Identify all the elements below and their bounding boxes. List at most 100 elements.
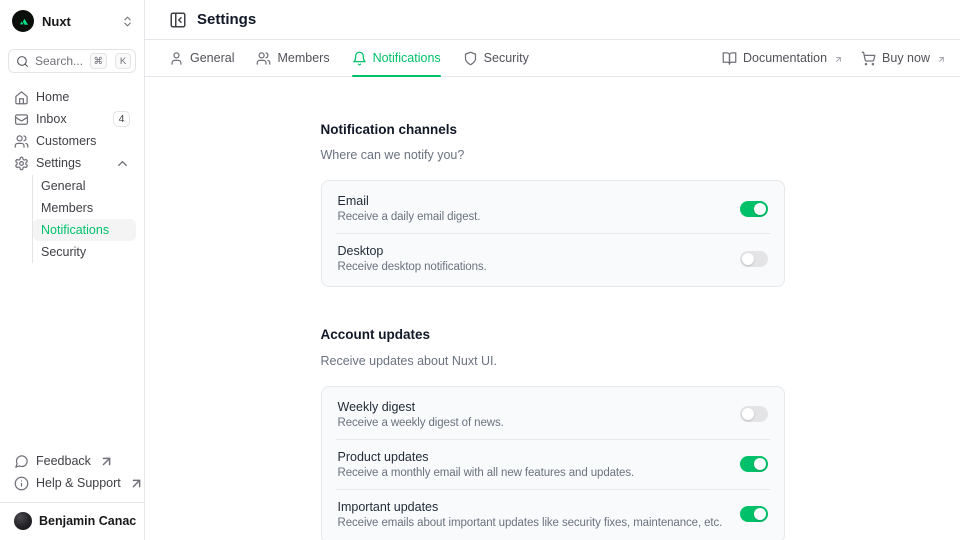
setting-description: Receive a weekly digest of news. xyxy=(337,416,504,429)
sidebar-item-label: Members xyxy=(41,201,94,215)
row-divider xyxy=(335,233,770,235)
setting-text: Email Receive a daily email digest. xyxy=(338,194,728,223)
section-title: Account updates xyxy=(320,327,431,343)
link-label: Documentation xyxy=(742,51,828,65)
section-title: Notification channels xyxy=(320,122,458,138)
sidebar-item-label: Help & Support xyxy=(36,476,121,490)
desktop-toggle[interactable] xyxy=(739,250,768,267)
tab-members[interactable]: Members xyxy=(256,40,330,76)
external-link-icon xyxy=(132,479,141,488)
settings-container: Notification channels Where can we notif… xyxy=(320,77,785,540)
setting-row-email: Email Receive a daily email digest. xyxy=(322,184,784,233)
sidebar-item-general[interactable]: General xyxy=(33,175,136,197)
search-placeholder: Search... xyxy=(35,54,84,68)
book-open-icon xyxy=(722,51,737,65)
setting-row-important-updates: Important updates Receive emails about i… xyxy=(322,490,784,539)
setting-row-weekly-digest: Weekly digest Receive a weekly digest of… xyxy=(322,390,784,439)
row-divider xyxy=(335,438,770,440)
settings-card: Email Receive a daily email digest. Desk… xyxy=(320,180,785,288)
external-link-icon xyxy=(939,56,944,62)
tab-general[interactable]: General xyxy=(169,40,234,76)
setting-description: Receive a daily email digest. xyxy=(337,211,481,224)
setting-text: Important updates Receive emails about i… xyxy=(338,500,728,529)
sidebar-item-label: Settings xyxy=(36,156,82,170)
sidebar-footer-nav: Feedback Help & Support xyxy=(8,450,141,494)
collapse-sidebar-button[interactable] xyxy=(169,11,187,29)
settings-sub-nav: General Members Notifications Security xyxy=(32,175,136,263)
workspace-switcher[interactable]: Nuxt xyxy=(8,8,136,34)
external-link-icon xyxy=(836,56,841,62)
user-name: Benjamin Canac xyxy=(39,514,137,528)
setting-text: Desktop Receive desktop notifications. xyxy=(338,244,728,273)
setting-text: Product updates Receive a monthly email … xyxy=(338,450,728,479)
documentation-link[interactable]: Documentation xyxy=(722,51,843,66)
chevron-up-icon xyxy=(118,160,127,166)
shopping-cart-icon xyxy=(861,51,876,65)
sidebar-item-notifications[interactable]: Notifications xyxy=(33,219,136,241)
link-label: Buy now xyxy=(882,51,930,65)
sidebar-item-security[interactable]: Security xyxy=(33,241,136,263)
shield-icon xyxy=(464,51,476,65)
avatar xyxy=(14,512,32,530)
section-account-updates: Account updates Receive updates about Nu… xyxy=(320,327,785,540)
sidebar-item-inbox[interactable]: Inbox 4 xyxy=(8,108,136,130)
chevrons-up-down-icon xyxy=(124,16,131,26)
main-panel: Settings General Members Notifications S… xyxy=(145,0,960,540)
setting-description: Receive desktop notifications. xyxy=(337,261,487,274)
search-input[interactable]: Search... ⌘ K xyxy=(8,49,136,73)
kbd-meta: ⌘ xyxy=(89,53,107,69)
info-circle-icon xyxy=(14,476,29,490)
inbox-icon xyxy=(14,113,29,125)
sidebar-item-label: Feedback xyxy=(36,454,91,468)
setting-text: Weekly digest Receive a weekly digest of… xyxy=(338,400,728,429)
tab-security[interactable]: Security xyxy=(463,40,529,76)
setting-description: Receive emails about important updates l… xyxy=(337,516,723,529)
sidebar-nav: Home Inbox 4 Customers Settings General xyxy=(8,86,136,263)
sidebar-item-label: General xyxy=(41,179,86,193)
sidebar-item-members[interactable]: Members xyxy=(33,197,136,219)
tab-notifications[interactable]: Notifications xyxy=(351,40,441,77)
settings-content: Notification channels Where can we notif… xyxy=(145,77,960,540)
section-description: Receive updates about Nuxt UI. xyxy=(320,353,498,368)
tab-label: Security xyxy=(483,51,529,65)
users-icon xyxy=(257,51,271,65)
buy-now-link[interactable]: Buy now xyxy=(861,51,946,66)
user-menu[interactable]: Benjamin Canac xyxy=(8,510,154,532)
workspace-name: Nuxt xyxy=(42,13,71,29)
tab-label: Notifications xyxy=(372,51,441,65)
section-notification-channels: Notification channels Where can we notif… xyxy=(320,122,785,288)
setting-row-product-updates: Product updates Receive a monthly email … xyxy=(322,440,784,489)
sidebar-item-settings[interactable]: Settings xyxy=(8,152,136,174)
sidebar: Nuxt Search... ⌘ K Home Inbox 4 Customer… xyxy=(0,0,154,540)
settings-card: Weekly digest Receive a weekly digest of… xyxy=(320,385,785,540)
users-icon xyxy=(14,134,29,148)
sidebar-item-customers[interactable]: Customers xyxy=(8,130,136,152)
sidebar-item-home[interactable]: Home xyxy=(8,86,136,108)
home-icon xyxy=(15,90,28,104)
header-links: Documentation Buy now xyxy=(722,51,946,66)
message-circle-icon xyxy=(15,454,28,468)
email-toggle[interactable] xyxy=(739,200,768,217)
important-updates-toggle[interactable] xyxy=(739,506,768,523)
weekly-digest-toggle[interactable] xyxy=(739,406,768,423)
bell-icon xyxy=(352,51,366,65)
page-header: Settings xyxy=(145,0,960,40)
sidebar-item-label: Notifications xyxy=(41,223,110,237)
setting-label: Weekly digest xyxy=(337,399,416,414)
search-icon xyxy=(17,55,28,67)
setting-label: Important updates xyxy=(337,499,439,514)
sidebar-item-label: Inbox xyxy=(36,112,67,126)
sidebar-item-label: Home xyxy=(36,90,70,104)
row-divider xyxy=(335,488,770,490)
product-updates-toggle[interactable] xyxy=(739,456,768,473)
sidebar-item-feedback[interactable]: Feedback xyxy=(8,450,136,472)
user-icon xyxy=(171,51,182,65)
sidebar-user-block: Benjamin Canac xyxy=(0,502,154,540)
page-title: Settings xyxy=(197,11,257,28)
setting-row-desktop: Desktop Receive desktop notifications. xyxy=(322,234,784,283)
sidebar-spacer xyxy=(8,263,136,437)
tab-bar: General Members Notifications Security D… xyxy=(145,40,960,77)
nuxt-logo-icon xyxy=(12,10,34,32)
sidebar-item-help-support[interactable]: Help & Support xyxy=(8,472,141,494)
